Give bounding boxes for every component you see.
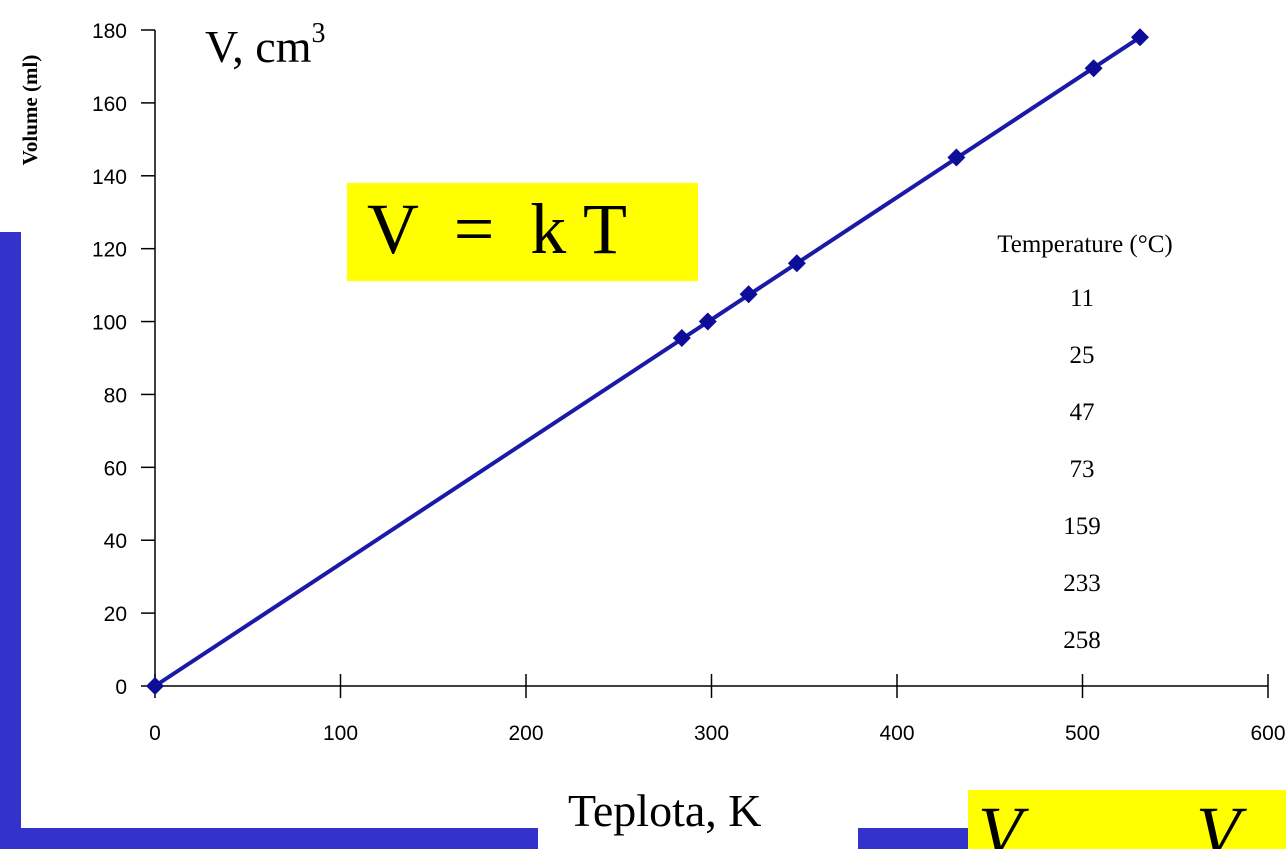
data-point-marker	[787, 254, 806, 273]
x-axis-caption: Teplota, K	[568, 785, 762, 836]
y-tick-label: 120	[92, 239, 127, 262]
data-point-marker	[947, 148, 966, 167]
data-point-marker	[146, 677, 164, 695]
formula-corner-box: V V	[968, 790, 1286, 849]
y-tick-label: 40	[104, 530, 127, 553]
y-tick-label: 100	[92, 312, 127, 335]
y-axis-label: Volume (ml)	[18, 55, 42, 166]
data-point-marker	[1131, 28, 1150, 47]
y-tick-label: 160	[92, 93, 127, 116]
x-tick-label: 100	[323, 722, 358, 745]
table-value: 25	[1070, 342, 1095, 369]
y-tick-label: 80	[104, 384, 127, 407]
table-value: 11	[1070, 285, 1094, 312]
x-tick-label: 600	[1250, 722, 1285, 745]
y-tick-label: 140	[92, 166, 127, 189]
y-unit-superscript: 3	[311, 18, 326, 49]
slide-bottom-bar-right	[858, 828, 976, 849]
table-header: Temperature (°C)	[997, 231, 1173, 258]
slide-bottom-bar-left	[0, 828, 538, 849]
data-point-marker	[672, 328, 691, 347]
formula-corner-left: V	[978, 792, 1022, 849]
slide-left-bar	[0, 232, 21, 849]
y-tick-label: 180	[92, 20, 127, 43]
formula-text: V = k T	[367, 189, 627, 269]
temperature-table: Temperature (°C) 11 25 47 73 159 233 258	[997, 231, 1173, 654]
table-value: 258	[1063, 627, 1101, 654]
y-tick-label: 60	[104, 457, 127, 480]
chart-ticks: 0 20 40 60 80 100 120 140 160 180 0 100 200 300 400 500…	[92, 20, 1286, 745]
data-point-marker	[739, 285, 758, 304]
data-point-marker	[698, 312, 717, 331]
x-tick-label: 200	[508, 722, 543, 745]
data-point-marker	[1084, 59, 1103, 78]
x-tick-label: 400	[879, 722, 914, 745]
y-tick-label: 20	[104, 603, 127, 626]
x-tick-label: 500	[1065, 722, 1100, 745]
x-tick-label: 300	[694, 722, 729, 745]
formula-box: V = k T	[347, 183, 698, 281]
table-value: 159	[1063, 513, 1101, 540]
table-value: 47	[1070, 399, 1095, 426]
y-unit-text: V, cm	[205, 21, 312, 72]
data-points	[146, 28, 1150, 695]
fit-line	[153, 35, 1143, 688]
y-unit-label: V, cm3	[205, 20, 326, 70]
chart-axes	[154, 30, 1268, 687]
y-tick-label: 0	[115, 676, 127, 699]
formula-corner-right: V	[1196, 792, 1240, 849]
table-value: 73	[1070, 456, 1095, 483]
x-tick-label: 0	[149, 722, 161, 745]
fit-line-group	[153, 35, 1143, 688]
table-value: 233	[1063, 570, 1101, 597]
